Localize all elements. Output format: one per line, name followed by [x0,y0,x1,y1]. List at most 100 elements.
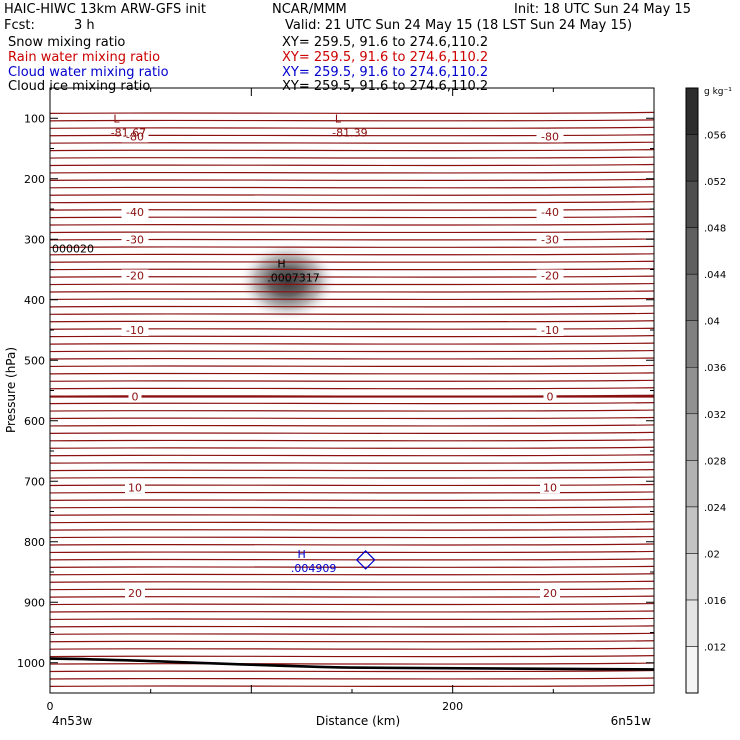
contour-label-left: -30 [126,233,144,246]
temperature-contour-line [50,245,654,248]
colorbar-tick-label: .056 [704,131,726,142]
fcst-value: 3 h [74,18,95,33]
contour-label-left: -10 [126,324,144,337]
temperature-contour-line [50,260,654,263]
y-tick-label: 300 [24,233,45,246]
colorbar-segment [685,87,699,135]
temperature-contour-line [50,491,654,494]
temperature-contour-line [50,521,654,524]
contour-label-left: 20 [128,587,142,600]
temperature-contour-line [50,357,654,360]
temperature-contour-line [50,446,654,449]
temperature-contour-line [50,230,654,234]
temperature-contour-line [50,483,654,487]
y-tick-label: 200 [24,173,45,186]
contour-label-bg [536,233,564,246]
temperature-contour-line [50,372,654,375]
temperature-contour-line [50,647,654,650]
temperature-contour-line [50,550,654,554]
temperature-contour-line [50,543,654,546]
edge-value-label: 000020 [52,242,94,255]
contour-label-right: -40 [541,206,559,219]
extreme-marker-l: L [113,112,120,125]
contour-label-left: -40 [126,206,144,219]
temperature-contour-line [50,186,654,189]
temperature-contour-line [50,327,654,330]
temperature-contour-line [50,349,654,353]
temperature-contour-line [50,416,654,420]
temperature-contour-line [50,632,654,635]
colorbar-segment [685,273,699,321]
temperature-contour-line [50,387,654,390]
colorbar-segment [685,320,699,368]
y-tick-label: 400 [24,294,45,307]
terrain-line [50,657,654,671]
extreme-value: .004909 [291,562,337,575]
temperature-contour-line [50,402,654,405]
colorbar-tick-label: .048 [704,224,726,235]
extreme-marker-h: H [298,548,306,561]
x-left-endpoint: 4n53w [52,714,93,728]
temperature-contour-line [50,111,654,115]
temperature-contour-line [50,558,654,561]
temperature-contour-line [50,238,654,241]
contour-label-bg [121,233,149,246]
temperature-contour-line [50,513,654,516]
contour-label-left: 0 [132,391,139,404]
y-tick-label: 100 [24,112,45,125]
temperature-contour-line [50,156,654,159]
contour-label-bg [540,587,560,600]
temperature-contour-line [50,201,654,204]
y-tick-label: 1000 [17,657,45,670]
contour-label-right: 10 [543,481,557,494]
extreme-marker-l: L [335,112,342,125]
temperature-contour-line [50,469,654,472]
contour-label-bg [543,390,557,403]
colorbar-tick-label: .04 [704,317,720,328]
temperature-contour-line [50,602,654,606]
contour-label-left: -20 [126,270,144,283]
temperature-contour-line [50,193,654,196]
extreme-marker-h: H [277,258,285,271]
colorbar-segment [685,460,699,508]
field-name-snow: Snow mixing ratio [8,35,126,50]
temperature-contour-line [50,208,654,211]
plot-frame [49,87,655,694]
colorbar-segment [685,599,699,647]
temperature-contour-line [50,424,654,427]
temperature-contour-line [50,253,654,256]
temperature-contour-line [50,320,654,323]
temperature-contour-line [50,215,654,219]
y-tick-label: 800 [24,536,45,549]
temperature-contour-line [50,268,654,271]
temperature-contour-line [50,684,654,688]
temperature-contour-line [50,282,654,286]
y-tick-label: 700 [24,475,45,488]
field-name-cloud-ice: Cloud ice mixing ratio [8,79,151,94]
extreme-value: -81.39 [332,126,367,139]
contour-label-right: 20 [543,587,557,600]
colorbar-segment [685,227,699,275]
contour-label-right: -10 [541,324,559,337]
temperature-contour-line [50,625,654,628]
init-time: Init: 18 UTC Sun 24 May 15 [514,2,691,17]
valid-time: Valid: 21 UTC Sun 24 May 15 (18 LST Sun … [285,18,633,33]
y-tick-label: 900 [24,596,45,609]
contour-label-bg [121,269,149,282]
x-axis-title: Distance (km) [316,714,400,728]
temperature-contour-line [50,275,654,278]
contour-label-bg [536,269,564,282]
cloud-water-contour [355,550,376,570]
contour-label-bg [536,130,564,143]
temperature-contour-line [50,439,654,442]
colorbar-segment [685,134,699,182]
contour-label-bg [121,324,149,336]
temperature-contour-line [50,535,654,539]
temperature-contour-line [50,617,654,621]
temperature-contour-line [50,454,654,457]
colorbar-segment [685,646,699,694]
temperature-contour-line [50,677,654,680]
temperature-contour-line [50,580,654,583]
x-tick-label: 200 [442,700,463,713]
